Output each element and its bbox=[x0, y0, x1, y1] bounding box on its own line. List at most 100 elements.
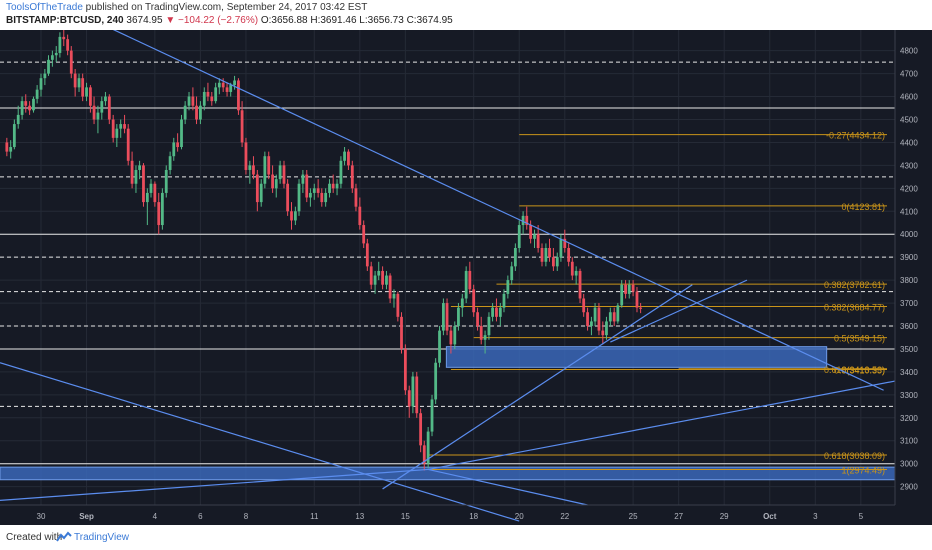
author-link[interactable]: ToolsOfTheTrade bbox=[6, 2, 83, 13]
candle-body bbox=[578, 270, 582, 299]
candle-body bbox=[210, 96, 214, 102]
candle-body bbox=[309, 192, 312, 198]
price-tick-label: 3900 bbox=[900, 253, 918, 262]
time-tick-label: 18 bbox=[469, 512, 478, 521]
tradingview-logo-icon bbox=[56, 531, 72, 542]
candle-body bbox=[301, 174, 305, 184]
candle-body bbox=[130, 160, 134, 184]
candle-body bbox=[100, 101, 104, 113]
footer: Created with TradingView bbox=[0, 525, 932, 550]
candle-body bbox=[536, 234, 540, 248]
candle-body bbox=[510, 266, 514, 281]
time-tick-label: 20 bbox=[515, 512, 524, 521]
fib-label: 0.382(3782.61) bbox=[824, 280, 885, 290]
candle-body bbox=[567, 247, 571, 262]
candle-body bbox=[142, 165, 145, 203]
symbol-line: BITSTAMP:BTCUSD, 240 3674.95 ▼ −104.22 (… bbox=[6, 15, 453, 26]
candle-body bbox=[635, 291, 639, 308]
open-value: O:3656.88 bbox=[260, 15, 308, 26]
candle-body bbox=[574, 270, 578, 276]
time-tick-label: 15 bbox=[401, 512, 410, 521]
candle-body bbox=[438, 330, 441, 363]
candle-body bbox=[396, 293, 400, 317]
candle-body bbox=[453, 326, 457, 345]
time-tick-label: 25 bbox=[629, 512, 638, 521]
price-chart[interactable]: -0.27(4434.12) 0(4123.81) 0.382(3782.61) 0.… bbox=[0, 30, 932, 525]
candle-body bbox=[168, 156, 172, 170]
candle-body bbox=[107, 96, 111, 120]
tradingview-link[interactable]: TradingView bbox=[74, 532, 130, 543]
trendline bbox=[112, 30, 884, 391]
candle-body bbox=[521, 215, 525, 226]
candle-body bbox=[608, 312, 612, 322]
candle-body bbox=[479, 326, 483, 340]
candle-body bbox=[533, 234, 536, 239]
candle-body bbox=[316, 188, 320, 193]
candle-body bbox=[39, 78, 43, 90]
price-tick-label: 3500 bbox=[900, 345, 918, 354]
candle-body bbox=[631, 284, 635, 292]
candle-body bbox=[73, 73, 77, 88]
candle-body bbox=[115, 128, 119, 138]
candle-body bbox=[237, 80, 240, 111]
candle-body bbox=[369, 266, 373, 285]
time-tick-label: 6 bbox=[198, 512, 203, 521]
price-tick-label: 3600 bbox=[900, 322, 918, 331]
candle-body bbox=[551, 257, 555, 267]
time-tick-label: 22 bbox=[560, 512, 569, 521]
candle-body bbox=[233, 80, 236, 86]
candle-body bbox=[392, 293, 396, 299]
candle-body bbox=[20, 101, 24, 115]
support-zone bbox=[445, 346, 828, 368]
candle-body bbox=[54, 52, 58, 56]
candle-body bbox=[590, 321, 593, 327]
time-tick-label: 30 bbox=[37, 512, 46, 521]
candle-body bbox=[430, 399, 434, 432]
candle-body bbox=[5, 142, 9, 152]
candle-body bbox=[616, 305, 620, 322]
candle-body bbox=[540, 247, 544, 262]
candle-body bbox=[293, 211, 297, 221]
price-tick-label: 4800 bbox=[900, 47, 918, 56]
candle-body bbox=[176, 142, 180, 148]
candle-body bbox=[77, 78, 81, 88]
candle-body bbox=[639, 307, 643, 309]
candle-body bbox=[66, 39, 70, 51]
candle-body bbox=[513, 247, 517, 267]
candle-body bbox=[612, 312, 616, 322]
fib-label: 1(2974.49) bbox=[841, 466, 885, 476]
candle-body bbox=[9, 147, 13, 152]
candle-body bbox=[214, 87, 218, 102]
last-price: 3674.95 bbox=[126, 15, 163, 26]
candle-body bbox=[160, 192, 164, 226]
price-tick-label: 4100 bbox=[900, 207, 918, 216]
price-axis[interactable] bbox=[895, 30, 932, 525]
fib-label: -0.27(4434.12) bbox=[826, 131, 885, 141]
price-tick-label: 4500 bbox=[900, 115, 918, 124]
candle-body bbox=[191, 96, 195, 106]
time-tick-label: 8 bbox=[244, 512, 249, 521]
time-tick-label: 29 bbox=[720, 512, 729, 521]
candle-body bbox=[388, 275, 392, 299]
candle-body bbox=[555, 257, 559, 267]
candle-body bbox=[491, 307, 494, 317]
candle-body bbox=[365, 243, 369, 267]
candle-body bbox=[529, 225, 533, 239]
candle-body bbox=[381, 270, 384, 285]
candle-body bbox=[206, 91, 210, 97]
price-tick-label: 3100 bbox=[900, 437, 918, 446]
candle-body bbox=[271, 174, 274, 189]
price-change: −104.22 (−2.76%) bbox=[178, 15, 259, 26]
time-axis-labels[interactable]: 30 Sep 4 6 8 11 13 15 18 20 22 25 27 29 Oct 3 5 bbox=[37, 512, 864, 521]
created-with-text: Created with bbox=[6, 532, 63, 543]
candle-body bbox=[415, 376, 419, 414]
candle-body bbox=[305, 174, 309, 198]
price-tick-label: 2900 bbox=[900, 483, 918, 492]
candle-body bbox=[312, 188, 316, 193]
candle-body bbox=[358, 206, 362, 226]
candle-body bbox=[104, 96, 107, 102]
candle-body bbox=[244, 142, 248, 170]
candle-body bbox=[339, 160, 343, 184]
candle-body bbox=[570, 261, 574, 276]
candle-body bbox=[476, 312, 479, 327]
